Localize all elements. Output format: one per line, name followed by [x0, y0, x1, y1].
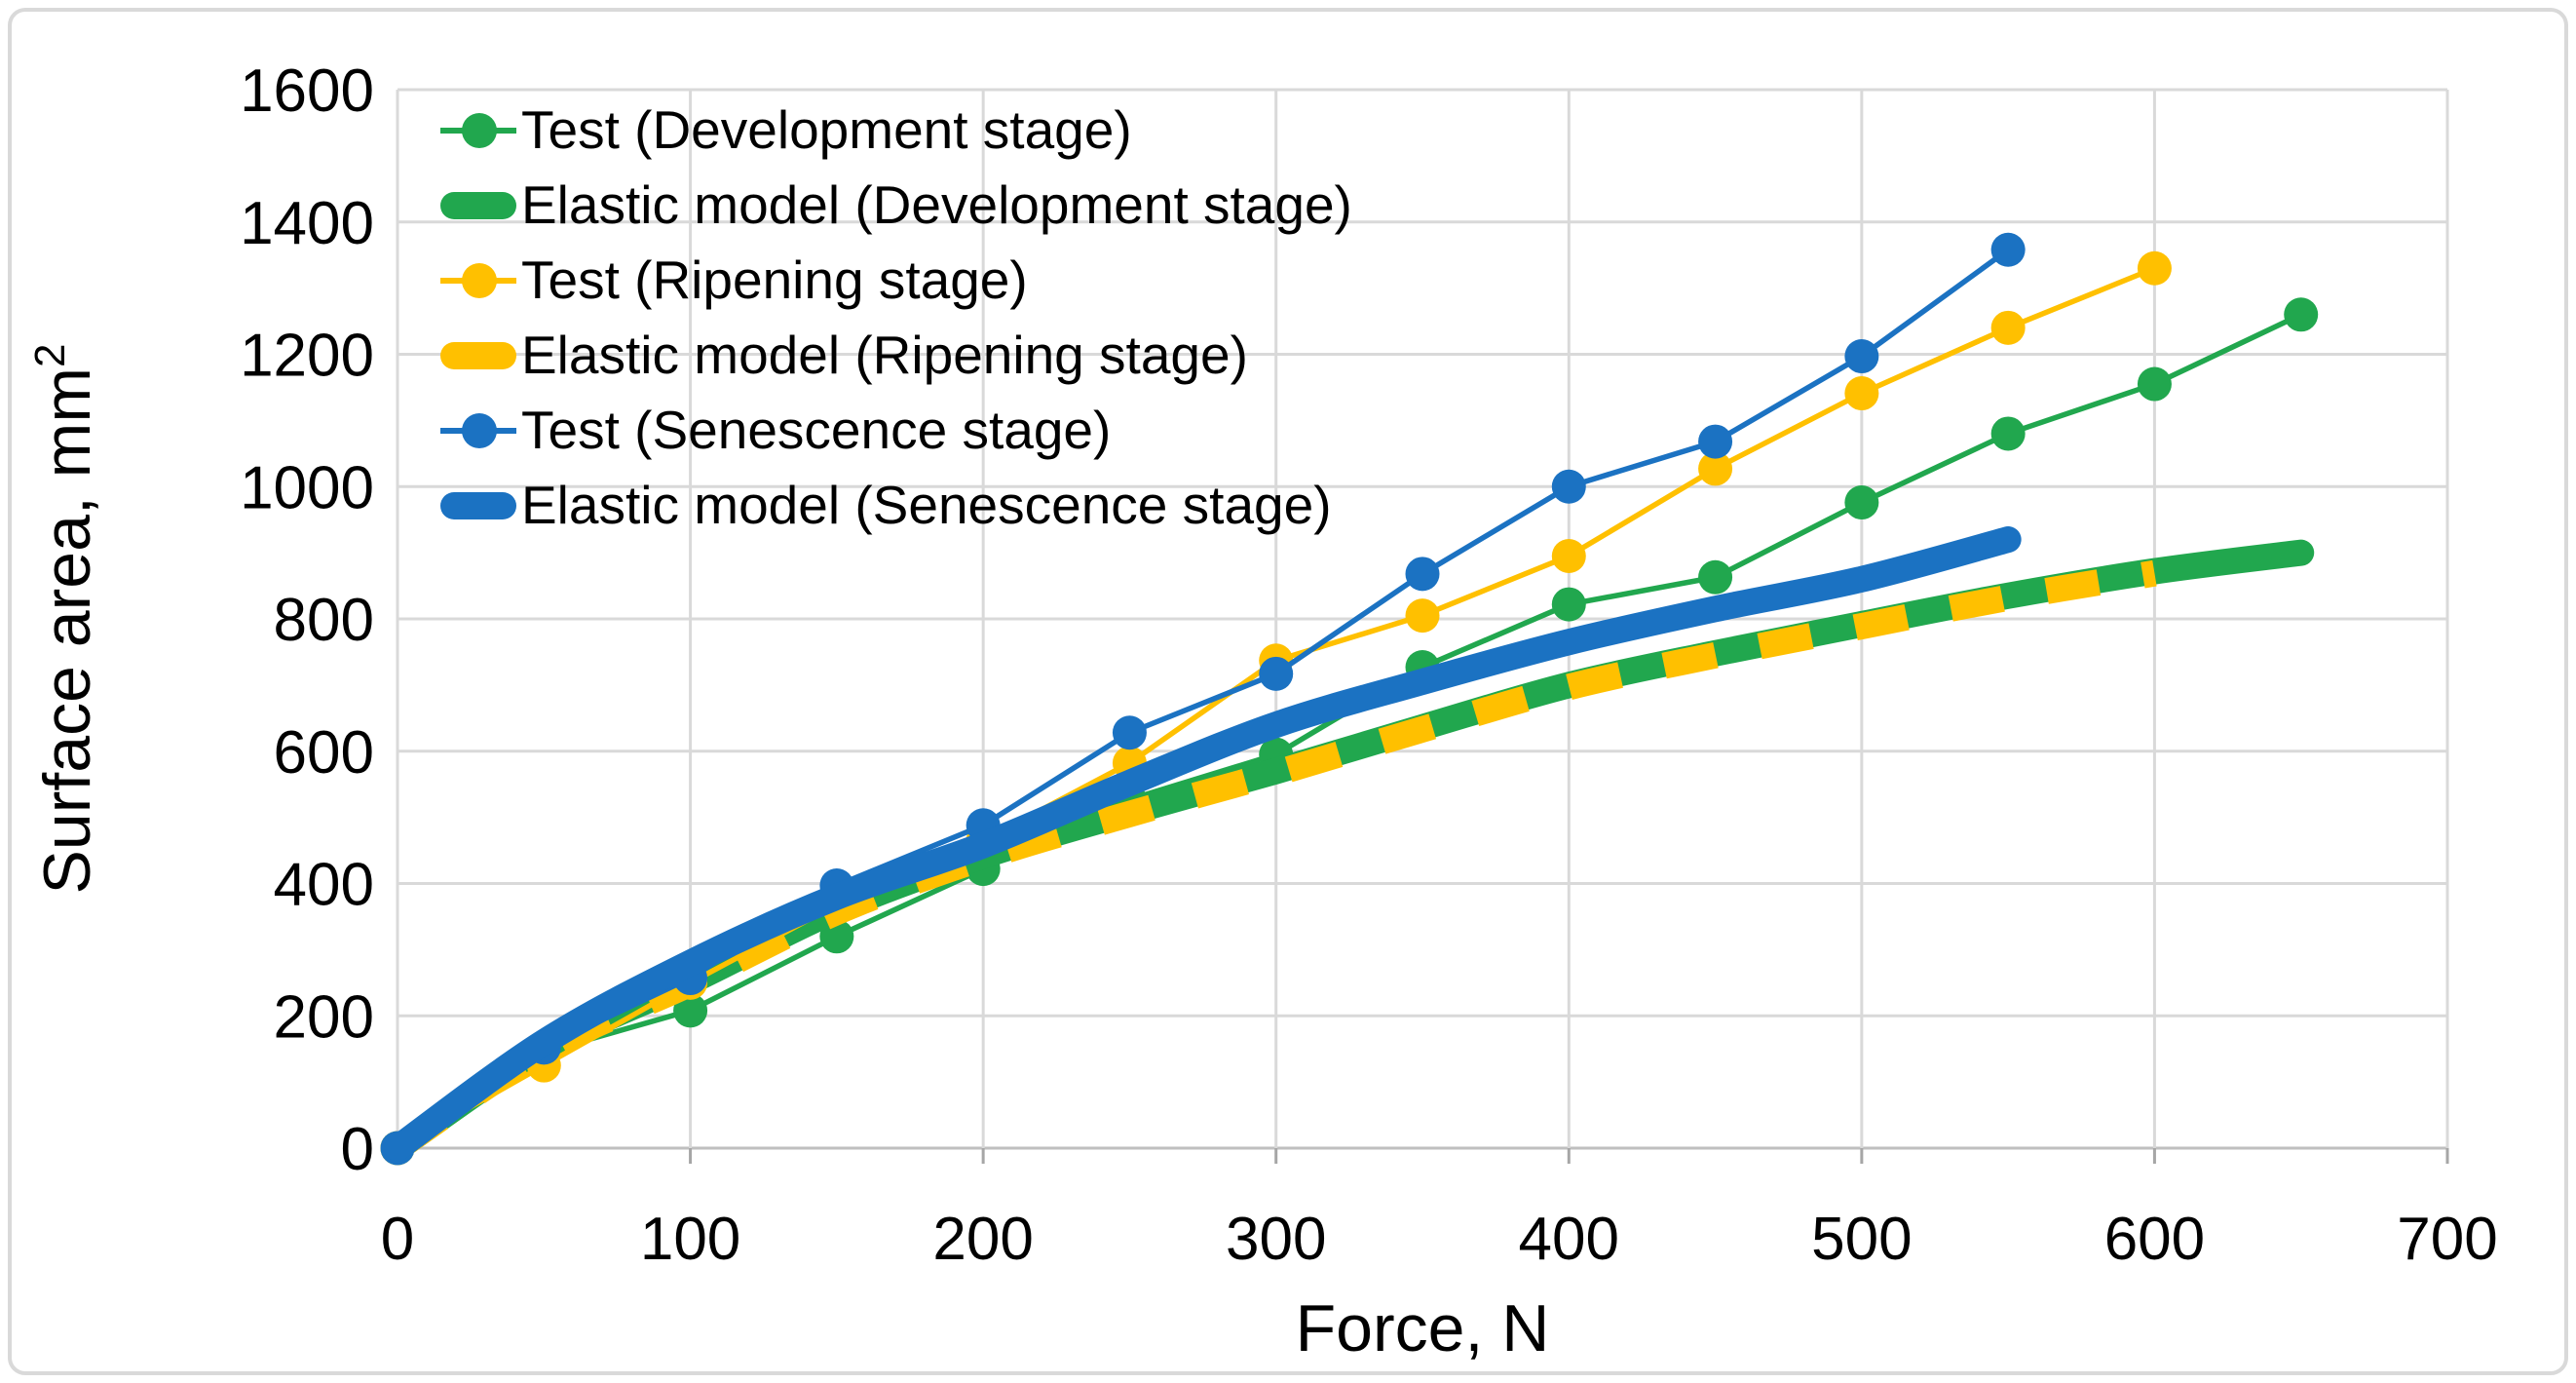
data-point-marker	[1551, 469, 1586, 504]
legend-item-test-development: Test (Development stage)	[440, 93, 1352, 168]
data-point-marker	[1112, 715, 1147, 750]
legend-label: Elastic model (Senescence stage)	[521, 475, 1332, 535]
data-point-marker	[2284, 297, 2319, 332]
series-elastic-model-senescence	[384, 526, 2022, 1162]
legend-item-test-ripening: Test (Ripening stage)	[440, 243, 1352, 318]
data-point-marker	[1698, 559, 1733, 595]
data-point-marker	[1990, 232, 2026, 267]
legend-item-elastic-model-senescence: Elastic model (Senescence stage)	[440, 468, 1352, 543]
model-curve	[384, 539, 2315, 1162]
data-point-marker	[1405, 598, 1440, 634]
data-point-marker	[1844, 376, 1879, 411]
legend-marker-line-icon	[440, 261, 518, 300]
y-tick-label: 200	[274, 983, 374, 1051]
data-point-marker	[1990, 310, 2026, 345]
data-series	[380, 232, 2319, 1166]
data-point-marker	[2137, 366, 2172, 402]
y-tick-label: 400	[274, 852, 374, 919]
data-point-marker	[1551, 539, 1586, 574]
data-point-marker	[1259, 656, 1294, 691]
x-axis-title: Force, N	[1296, 1291, 1550, 1365]
legend-marker-line-icon	[440, 111, 518, 150]
legend-model-bar-icon	[440, 336, 518, 375]
legend-marker-line-icon	[440, 411, 518, 450]
series-elastic-model-development	[384, 539, 2315, 1162]
x-tick-label: 0	[381, 1206, 414, 1273]
y-tick-label: 0	[341, 1116, 374, 1183]
x-tick-label: 400	[1519, 1206, 1619, 1273]
x-tick-label: 700	[2397, 1206, 2497, 1273]
data-point-marker	[1405, 557, 1440, 592]
data-point-marker	[1990, 416, 2026, 451]
y-tick-labels: 0 200 400 600 800 1000 1200 1400 1600	[240, 58, 374, 1183]
data-point-marker	[1698, 424, 1733, 459]
legend-item-test-senescence: Test (Senescence stage)	[440, 393, 1352, 468]
data-point-marker	[1551, 587, 1586, 622]
x-tick-label: 100	[640, 1206, 740, 1273]
axis-tick-marks	[396, 1148, 2449, 1164]
gridlines	[396, 88, 2449, 1150]
y-tick-label: 1400	[240, 190, 374, 257]
data-point-marker	[673, 993, 708, 1028]
y-axis-title: Surface area, mm2	[26, 344, 104, 895]
legend-label: Elastic model (Ripening stage)	[521, 325, 1248, 385]
x-tick-label: 600	[2104, 1206, 2205, 1273]
legend-label: Elastic model (Development stage)	[521, 174, 1352, 235]
legend-label: Test (Ripening stage)	[521, 250, 1028, 310]
legend-label: Test (Senescence stage)	[521, 400, 1112, 460]
legend-label: Test (Development stage)	[521, 99, 1132, 160]
y-tick-label: 1600	[240, 58, 374, 125]
x-tick-label: 300	[1226, 1206, 1326, 1273]
x-tick-label: 200	[932, 1206, 1033, 1273]
legend-model-bar-icon	[440, 186, 518, 225]
data-point-marker	[1844, 339, 1879, 374]
legend-item-elastic-model-development: Elastic model (Development stage)	[440, 168, 1352, 243]
y-tick-label: 1000	[240, 454, 374, 521]
legend-item-elastic-model-ripening: Elastic model (Ripening stage)	[440, 318, 1352, 393]
x-tick-label: 500	[1811, 1206, 1912, 1273]
legend: Test (Development stage) Elastic model (D…	[440, 93, 1352, 543]
y-tick-label: 600	[274, 719, 374, 787]
data-point-marker	[1844, 485, 1879, 520]
y-tick-label: 1200	[240, 323, 374, 390]
x-tick-labels: 0 100 200 300 400 500 600 700	[381, 1206, 2498, 1273]
legend-model-bar-icon	[440, 486, 518, 525]
model-curve	[384, 526, 2022, 1162]
data-point-marker	[2137, 250, 2172, 286]
y-tick-label: 800	[274, 587, 374, 654]
data-point-marker	[1698, 451, 1733, 486]
